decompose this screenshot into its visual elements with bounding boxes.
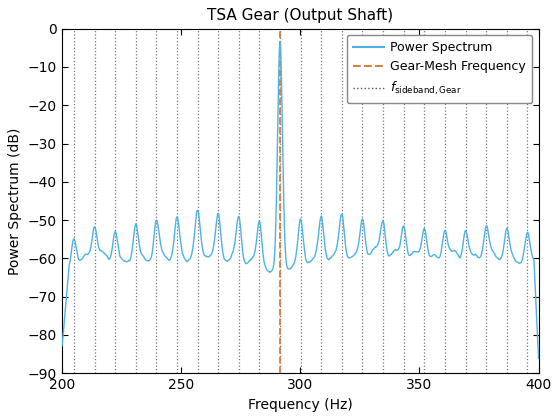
Title: TSA Gear (Output Shaft): TSA Gear (Output Shaft) xyxy=(207,8,393,24)
Legend: Power Spectrum, Gear-Mesh Frequency, $f_\mathrm{sideband,Gear}$: Power Spectrum, Gear-Mesh Frequency, $f_… xyxy=(347,35,533,103)
X-axis label: Frequency (Hz): Frequency (Hz) xyxy=(248,398,353,412)
Y-axis label: Power Spectrum (dB): Power Spectrum (dB) xyxy=(8,127,22,275)
